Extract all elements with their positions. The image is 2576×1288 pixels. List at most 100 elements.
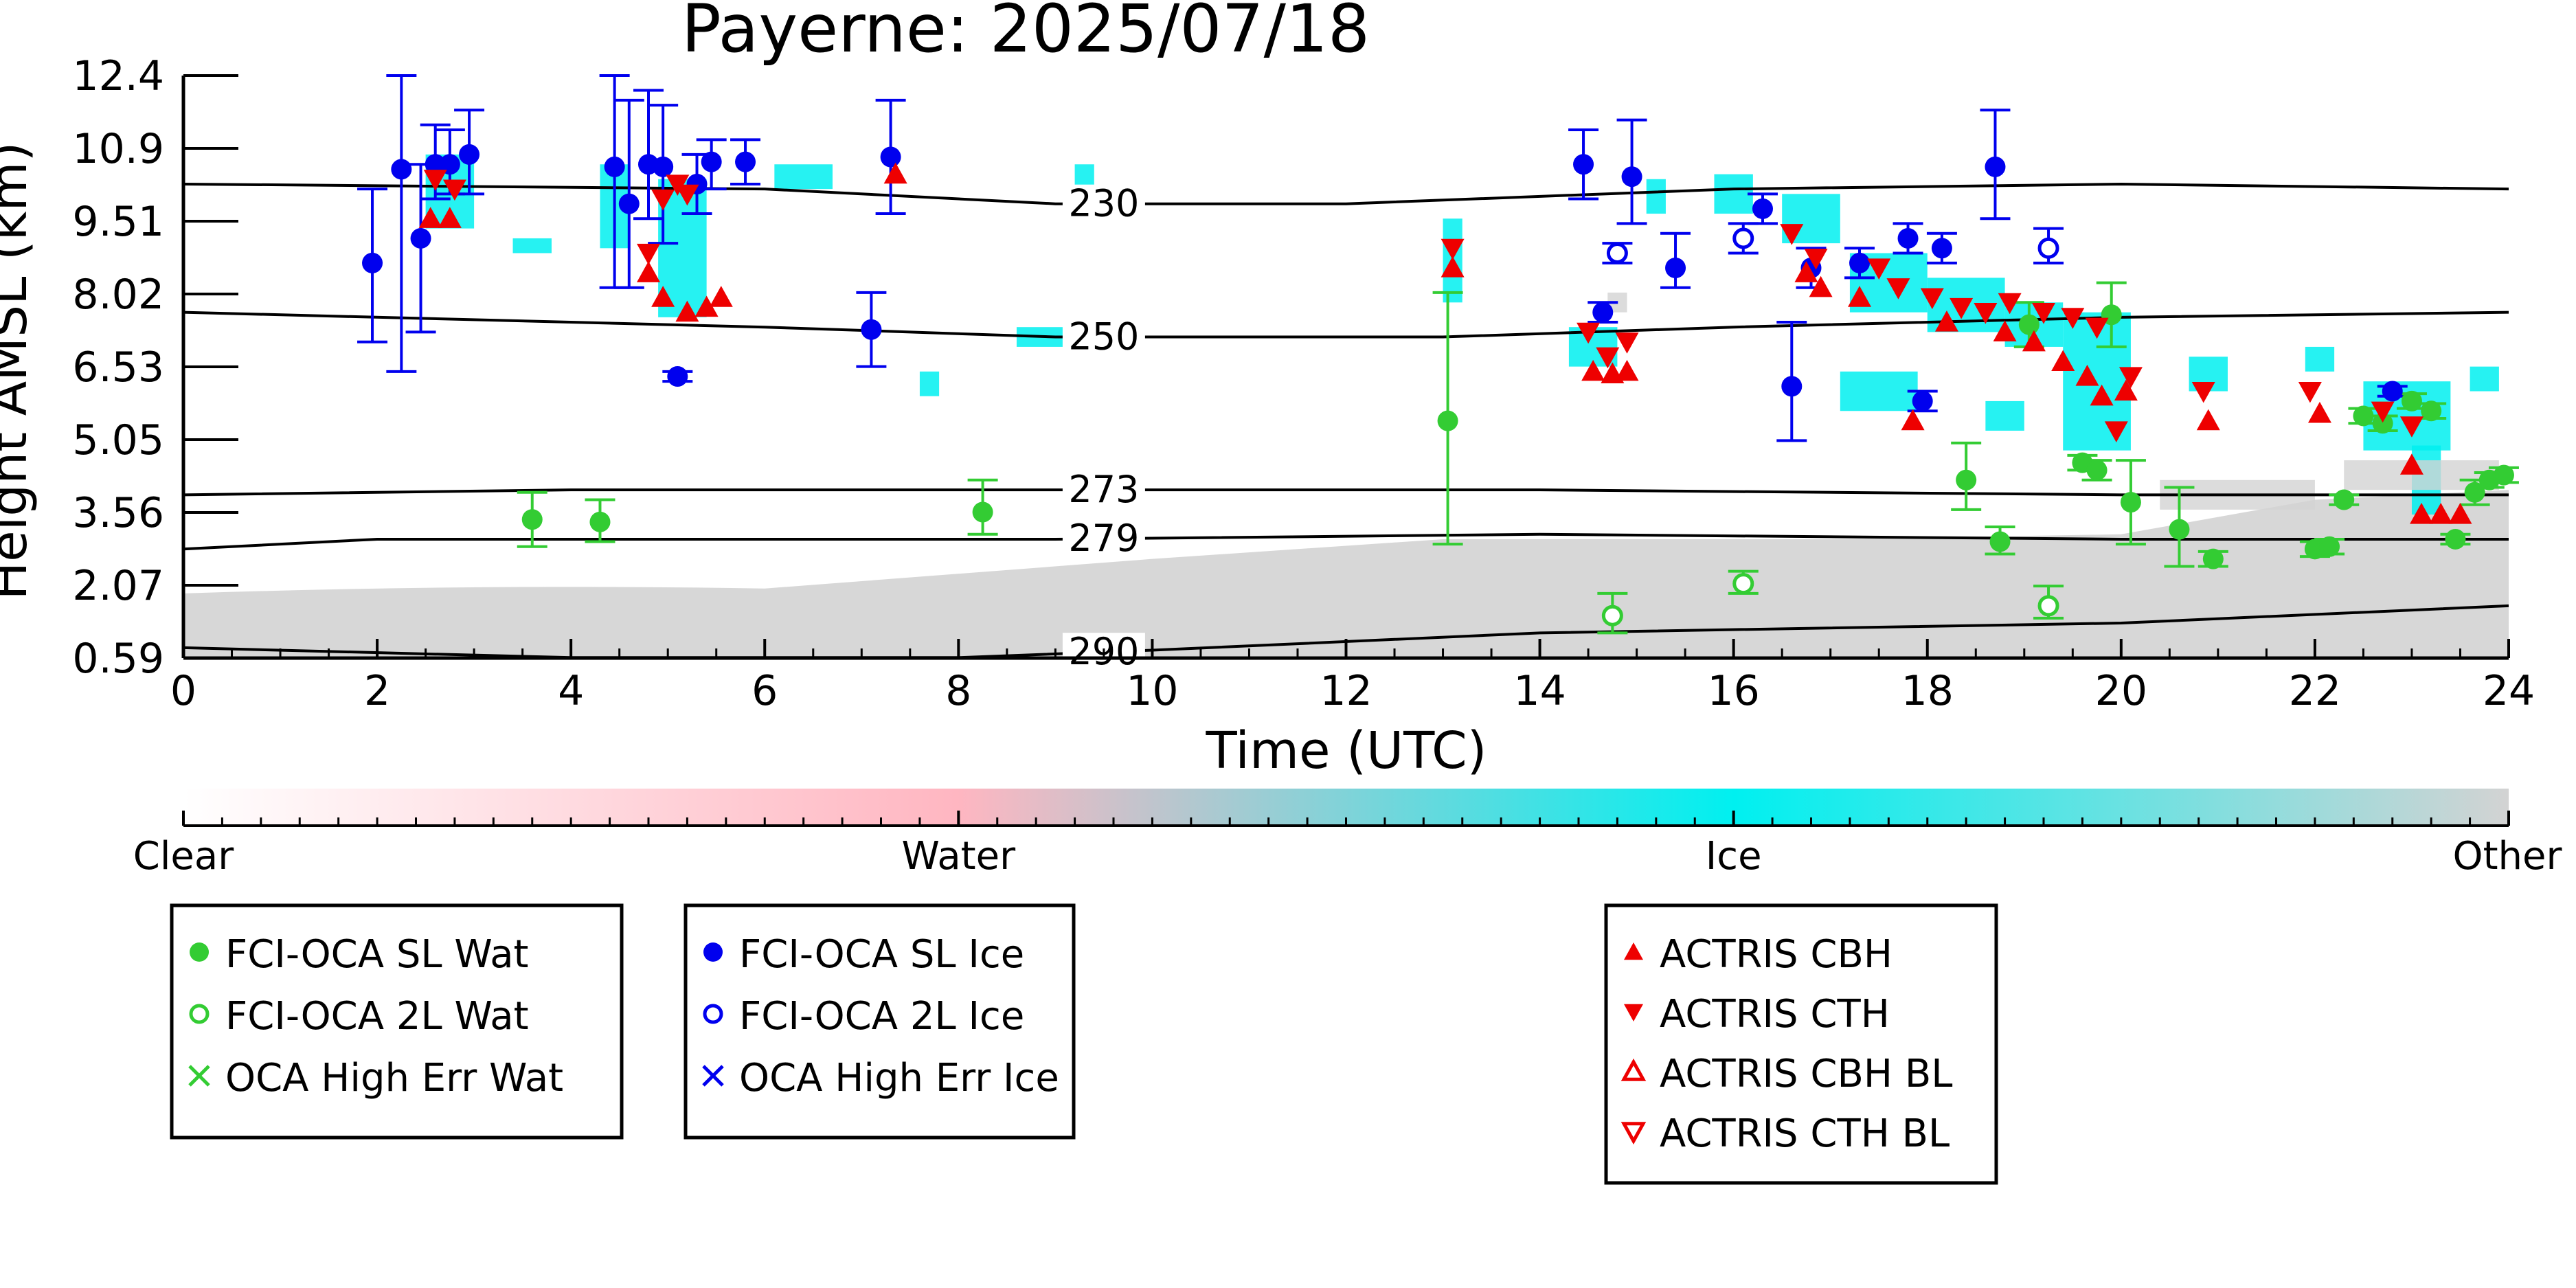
mask-region-ice [2305,346,2335,372]
y-tick-label: 9.51 [72,198,164,246]
point-actris-cth [1867,258,1891,280]
legends: FCI-OCA SL Wat FCI-OCA 2L Wat OCA High Err… [170,903,1998,1185]
point-fci-oca-sl-ice [459,144,480,165]
point-fci-oca-sl-wat [1956,469,1977,490]
point-fci-oca-2l-wat [1732,573,1754,595]
point-fci-oca-sl-ice [2382,381,2403,402]
legend-marker [1620,1058,1647,1081]
point-actris-cth [637,243,660,265]
point-fci-oca-sl-ice [701,151,722,172]
legend-label: OCA High Err Wat [225,1056,563,1100]
point-actris-cbh [1615,359,1639,381]
point-fci-oca-sl-wat [1437,410,1458,431]
legend-marker [703,1004,723,1024]
point-actris-cth [442,179,466,201]
point-fci-oca-sl-ice [861,319,882,340]
point-actris-cth [1804,249,1828,270]
point-fci-oca-sl-ice [1931,238,1952,259]
point-fci-oca-sl-ice [1912,390,1933,411]
point-actris-cbh [1809,275,1833,297]
point-fci-oca-sl-wat [2421,400,2442,422]
point-fci-oca-2l-ice [1732,227,1754,249]
point-fci-oca-sl-wat [2445,528,2466,550]
point-fci-oca-2l-ice [1606,242,1628,264]
point-fci-oca-sl-wat [2120,492,2141,513]
point-fci-oca-sl-ice [1621,166,1642,188]
point-actris-cbh [675,300,699,322]
point-actris-cth [1615,332,1639,354]
point-fci-oca-2l-ice [2037,237,2059,259]
mask-region-ice [1714,174,1753,214]
point-fci-oca-sl-wat [2319,536,2340,557]
point-actris-cbh [2075,365,2099,386]
point-fci-oca-sl-ice [880,146,901,168]
y-ticks: 0.59 2.07 3.56 5.05 6.53 8.02 9.51 10.9 12.4 [72,52,238,683]
point-actris-cbh [438,207,462,228]
point-actris-cth [1596,347,1620,369]
isotherm-label: 250 [1068,315,1139,359]
mask-region-ice [512,238,552,253]
legend-label: ACTRIS CTH [1660,992,1890,1037]
y-tick-label: 12.4 [72,52,164,100]
point-fci-oca-sl-ice [439,154,460,175]
point-fci-oca-sl-wat [2202,548,2224,569]
x-tick-label: 10 [1126,667,1178,715]
isotherm-label: 230 [1068,182,1139,225]
point-fci-oca-sl-ice [410,227,431,249]
point-actris-cth [2061,308,2085,329]
point-fci-oca-sl-ice [667,366,688,387]
point-actris-cbh [1848,286,1872,307]
legend-label: FCI-OCA SL Wat [225,932,529,977]
x-tick-label: 8 [945,667,971,715]
y-tick-label: 10.9 [72,125,164,173]
point-actris-cth [2085,317,2109,339]
point-fci-oca-sl-wat [2169,519,2190,540]
legend-marker [189,1004,210,1024]
y-tick-label: 6.53 [72,343,164,392]
point-actris-cth [423,170,447,191]
mask-region-ice [919,371,940,396]
point-actris-cth [2104,421,2128,442]
point-actris-cbh [2399,453,2424,475]
point-actris-cbh [2448,503,2472,524]
point-fci-oca-sl-ice [618,193,640,214]
point-actris-cth [2032,303,2055,324]
point-actris-cbh [2090,384,2114,406]
point-fci-oca-sl-wat [1989,531,2011,552]
isotherm-label-bg [1062,317,1145,352]
marker-layer [362,144,2514,626]
x-tick-label: 2 [364,667,390,715]
point-fci-oca-sl-ice [1781,376,1803,397]
chart-title: Payerne: 2025/07/18 [681,0,1370,67]
x-tick-label: 0 [170,667,196,715]
isotherm-line [183,310,2509,339]
x-tick-label: 22 [2289,667,2341,715]
point-actris-cth [1440,238,1465,260]
legend-label: ACTRIS CBH [1660,932,1893,977]
point-actris-cbh [694,295,719,317]
point-fci-oca-2l-wat [2037,595,2059,617]
point-fci-oca-sl-wat [972,501,993,523]
point-fci-oca-sl-wat [2493,464,2514,486]
point-fci-oca-sl-wat [2018,314,2040,335]
legend-marker [190,942,209,962]
point-actris-cth [2399,416,2424,438]
point-fci-oca-sl-ice [653,156,674,177]
x-tick-label: 12 [1320,667,1372,715]
point-actris-cbh [2410,503,2434,524]
mask-region-other [183,490,2509,658]
legend-label: ACTRIS CTH BL [1660,1111,1950,1156]
point-fci-oca-2l-wat [1601,605,1623,626]
legend-marker [703,942,723,962]
point-actris-cth [2371,401,2395,423]
point-fci-oca-sl-ice [1752,198,1773,219]
isotherm-label: 279 [1068,517,1139,560]
point-actris-cth [651,189,675,211]
point-fci-oca-sl-wat [2353,405,2374,427]
point-actris-cbh [1794,261,1818,282]
colorbar-labels: Clear Water Ice Other [133,834,2563,879]
x-tick-label: 14 [1513,667,1566,715]
legend-box [170,903,624,1140]
